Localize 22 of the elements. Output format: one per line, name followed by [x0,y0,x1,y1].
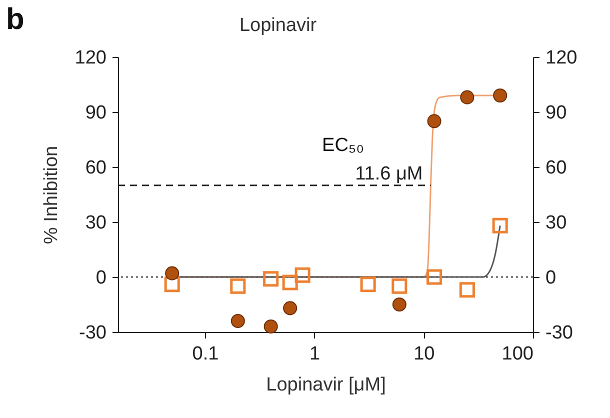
x-tick-label: 10 [414,344,435,364]
x-tick-label: 1 [310,344,320,364]
y-tick-label: 120 [74,48,106,68]
y-tick-label: 60 [85,158,106,178]
y2-tick-label: -30 [546,322,573,344]
y-tick-label: 0 [96,268,106,288]
y2-tick-label: 120 [546,48,578,68]
y-tick-label: 30 [85,212,106,234]
annotation: 11.6 μM [355,163,423,184]
x-tick-label: 0.1 [192,344,219,364]
y2-tick-label: 0 [546,268,556,288]
text: b [6,3,24,36]
y2-tick-label: 60 [546,158,567,178]
y-tick-label: -30 [79,322,106,344]
annotation: EC₅₀ [322,135,364,156]
y2-tick-label: 90 [546,102,567,124]
x-axis-title: Lopinavir [μM] [266,374,386,396]
x-tick-label: 100 [502,344,534,364]
chart-title: Lopinavir [239,15,318,36]
y2-tick-label: 30 [546,212,567,234]
y-tick-label: 90 [85,102,106,124]
y-axis-title: % Inhibition [40,146,62,244]
